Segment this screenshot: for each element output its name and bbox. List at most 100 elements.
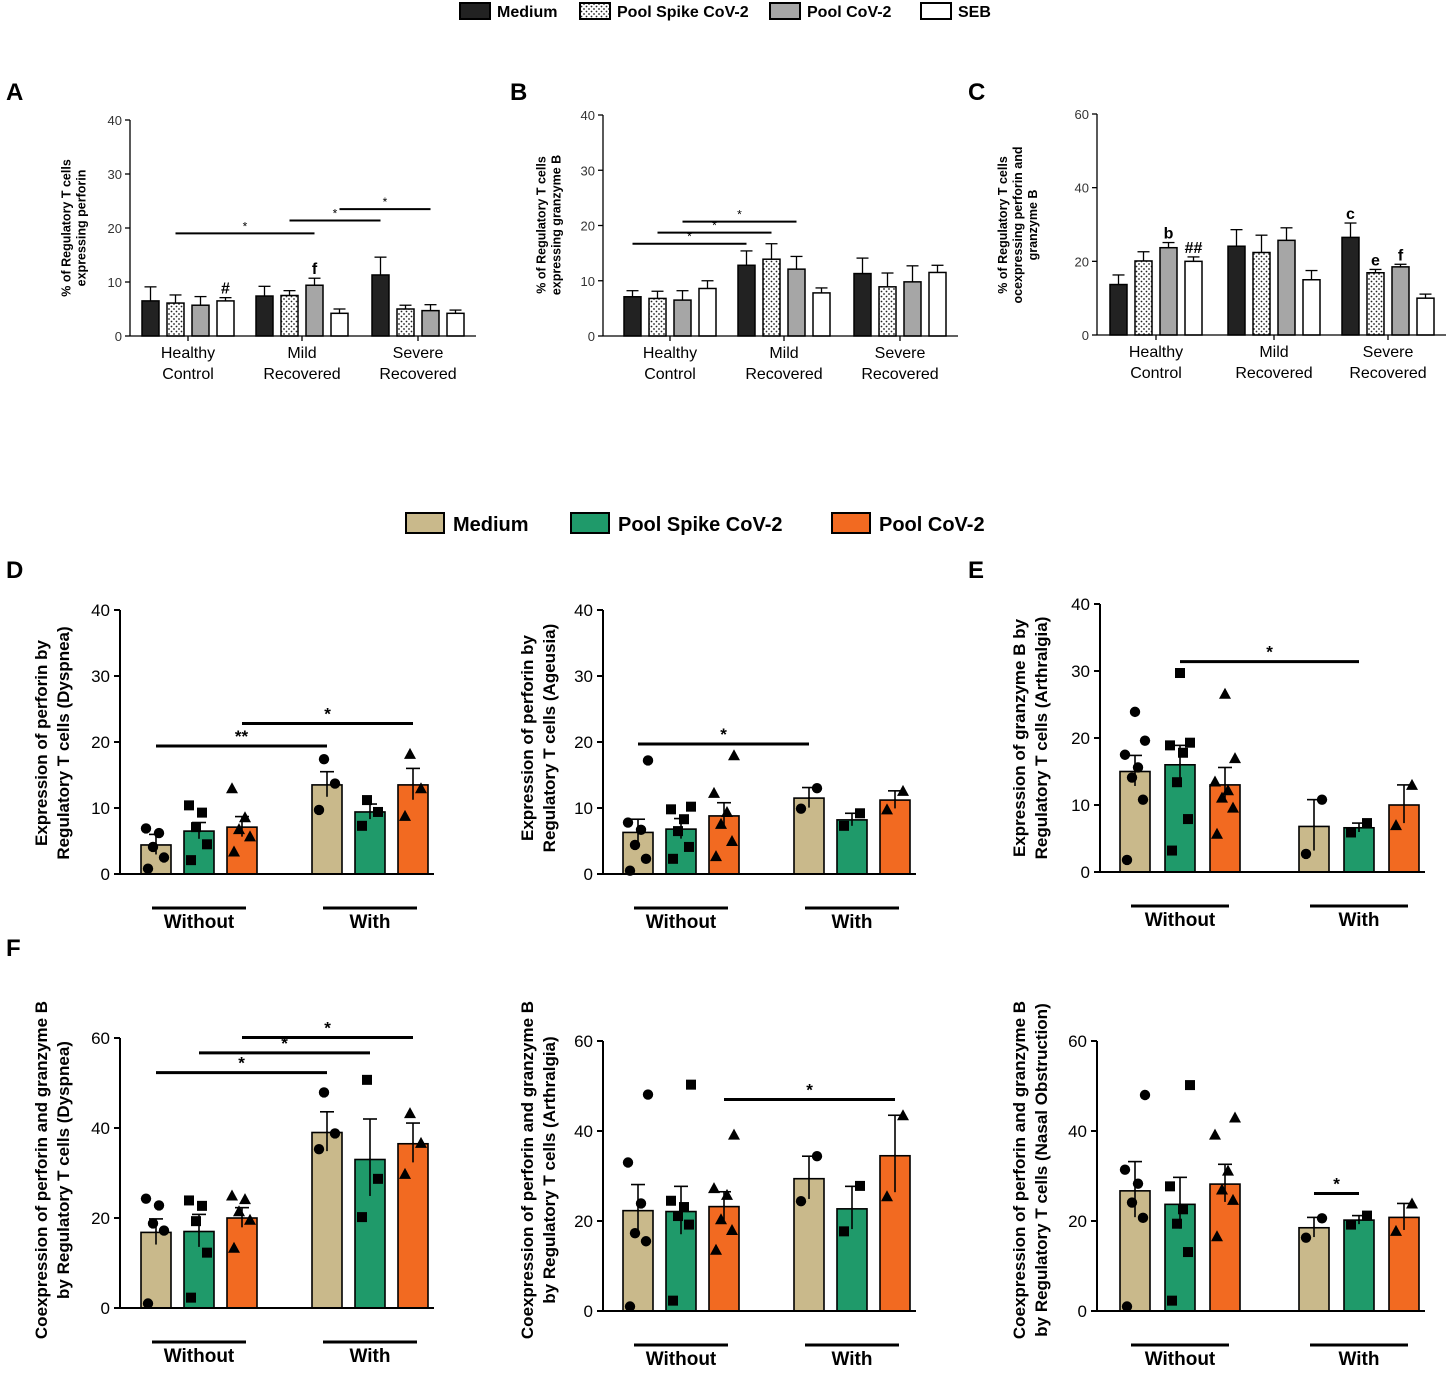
bar-pool-cov-2-without	[226, 1217, 258, 1309]
legend-label-medium: Medium	[453, 514, 529, 536]
data-point	[1137, 794, 1149, 805]
data-point	[668, 1295, 678, 1306]
data-point	[1219, 687, 1231, 699]
significance-label: *	[720, 725, 727, 744]
y-tick-label: 20	[1075, 254, 1089, 269]
x-group-label: Without	[164, 1346, 235, 1367]
bar-annotation: e	[1371, 252, 1380, 269]
data-point	[142, 1298, 154, 1309]
data-point	[1119, 1164, 1131, 1175]
data-point	[158, 1225, 170, 1236]
bar-pool-spike-cov-2-g2	[878, 286, 897, 337]
y-tick-label: 20	[91, 733, 110, 752]
y-tick-label: 20	[574, 733, 593, 752]
y-tick-label: 10	[91, 799, 110, 818]
significance-label: *	[238, 1054, 245, 1073]
y-axis-label: Expression of perforin by Regulatory T ce…	[518, 624, 559, 853]
y-axis-label-line: Expression of perforin by	[32, 639, 51, 845]
data-point	[1178, 747, 1188, 758]
data-point	[1227, 1193, 1239, 1205]
y-tick-label: 0	[1078, 1302, 1087, 1321]
y-tick-label: 0	[101, 865, 110, 884]
y-tick-label: 0	[588, 329, 595, 344]
data-point	[147, 1218, 159, 1229]
bar-medium-with	[311, 1131, 343, 1309]
bar-pool-cov-2-with	[397, 1142, 429, 1309]
legend-swatch-pool-cov-2	[831, 512, 871, 534]
data-point	[1165, 740, 1175, 751]
panel-letter: E	[968, 557, 984, 584]
data-point	[1211, 827, 1223, 839]
bar-annotation: f	[1398, 247, 1404, 264]
y-tick-label: 0	[584, 865, 593, 884]
data-point	[228, 845, 240, 857]
panel-letter: D	[6, 557, 23, 584]
data-point	[226, 1189, 238, 1201]
bar-pool-cov-2-g1	[787, 268, 806, 337]
data-point	[1390, 819, 1402, 831]
panel-letter: A	[6, 79, 23, 106]
data-point	[1209, 775, 1221, 787]
data-point	[233, 1205, 245, 1217]
data-point	[795, 803, 807, 814]
data-point	[624, 1301, 636, 1312]
data-point	[362, 1074, 372, 1085]
x-group-label: With	[1339, 910, 1380, 931]
data-point	[1121, 854, 1133, 866]
legend-label-pool-spike-cov-2: Pool Spike CoV-2	[617, 4, 749, 21]
data-point	[153, 827, 165, 839]
data-point	[1229, 1111, 1241, 1123]
legend-label-pool-spike-cov-2: Pool Spike CoV-2	[618, 514, 782, 536]
data-point	[673, 826, 683, 837]
data-point	[728, 1128, 740, 1140]
data-point	[1119, 749, 1131, 760]
chart-panel-b: B 0 10 20 30 40 % of Regulatory T cellsexpress…	[510, 79, 958, 383]
data-point	[142, 863, 154, 874]
y-axis-label-line: Regulatory T cells (Ageusia)	[540, 624, 559, 853]
y-tick-label: 40	[581, 108, 595, 123]
data-point	[313, 804, 325, 816]
x-group-label: Control	[162, 366, 214, 383]
significance-label: *	[712, 219, 717, 233]
y-tick-label: 30	[91, 667, 110, 686]
data-point	[1178, 1204, 1188, 1215]
data-point	[1121, 1301, 1133, 1312]
data-point	[684, 841, 694, 852]
data-point	[1175, 668, 1185, 679]
data-point	[1211, 1230, 1223, 1242]
y-axis-label-line: by Regulatory T cells (Dyspnea)	[54, 1041, 73, 1299]
data-point	[373, 1173, 383, 1184]
data-point	[715, 1213, 727, 1225]
bar-seb-g0	[1184, 260, 1203, 336]
data-point	[186, 1292, 196, 1303]
data-point	[244, 830, 256, 842]
data-point	[1390, 1224, 1402, 1236]
bar-seb-g1	[812, 292, 831, 337]
data-point	[140, 823, 152, 834]
y-axis-label: % of Regulatory T cellsocexpressing perf…	[996, 147, 1040, 304]
y-axis-label-line: Regulatory T cells (Arthralgia)	[1032, 617, 1051, 860]
chart-panel-f: F 0 20 40 60 Coexpression of perforin and gra…	[6, 935, 434, 1367]
data-point	[373, 806, 383, 817]
bar-medium-g1	[1227, 245, 1246, 336]
data-point	[239, 811, 251, 823]
data-point	[1137, 1212, 1149, 1224]
y-tick-label: 30	[574, 667, 593, 686]
data-point	[233, 823, 245, 835]
data-point	[399, 809, 411, 821]
bar-pool-spike-cov-2-g1	[280, 294, 299, 337]
chart-panel-d2: 0 10 20 30 40 Expression of perforin by Regula…	[518, 601, 916, 933]
significance-label: *	[1266, 643, 1273, 662]
data-point	[708, 1182, 720, 1194]
y-axis-label: Expression of perforin by Regulatory T ce…	[32, 626, 73, 859]
data-point	[684, 1219, 694, 1230]
data-point	[897, 1109, 909, 1121]
y-tick-label: 40	[1068, 1122, 1087, 1141]
bar-pool-cov-2-without	[1209, 1183, 1241, 1312]
data-point	[811, 1151, 823, 1162]
data-point	[244, 1213, 256, 1225]
data-point	[839, 1226, 849, 1237]
x-group-label: Healthy	[643, 345, 697, 362]
y-tick-label: 60	[1075, 107, 1089, 122]
